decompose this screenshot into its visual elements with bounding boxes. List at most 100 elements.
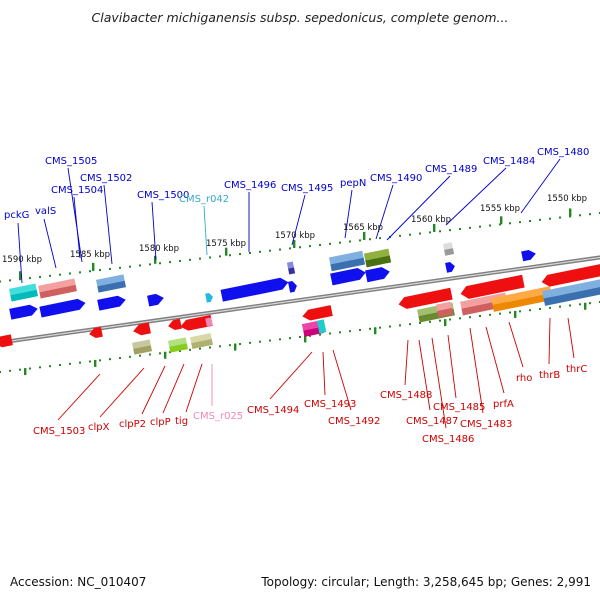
feature-rho-thrb-thrc [541, 263, 600, 287]
major-tick [154, 255, 157, 264]
tick-dot [229, 254, 231, 257]
feature-clpp2-box [131, 339, 153, 355]
feature-clpp [168, 318, 182, 331]
feature-prfa-box [491, 286, 553, 312]
tick-dot [519, 221, 521, 224]
feature-vals-box [38, 278, 77, 299]
feature-vals-box-bottom [39, 284, 77, 299]
feature-cms1484 [445, 262, 455, 273]
tick-dot [249, 251, 251, 254]
tick-dot [319, 243, 321, 246]
tick-dot [299, 246, 301, 249]
feature-cms1488-1485 [398, 287, 453, 309]
tick-dot [49, 365, 51, 368]
tick-dot [109, 267, 111, 270]
tick-dot [469, 316, 471, 319]
tick-dot [329, 242, 331, 245]
feature-tig-box-bottom [191, 338, 213, 349]
tick-dot [9, 369, 11, 372]
gene-label-clpx: clpX [88, 422, 110, 433]
tick-dot [289, 247, 291, 250]
tick-dot [409, 323, 411, 326]
tick-dot [139, 354, 141, 357]
feature-cms1500 [147, 293, 164, 307]
feature-clpp2-box-bottom [133, 345, 153, 355]
feature-clpx [89, 326, 103, 339]
leader-cms-1487 [418, 339, 431, 411]
major-tick [514, 310, 517, 318]
feature-cms1495-box-top [286, 261, 294, 269]
tick-dot [29, 367, 31, 370]
tick-dot [379, 237, 381, 240]
tick-dot [309, 334, 311, 337]
tick-dot [179, 350, 181, 352]
feature-vals-box-top [38, 278, 76, 293]
feature-cms1490-box-top [363, 248, 390, 261]
tick-dot [479, 225, 481, 228]
major-tick [363, 231, 366, 240]
major-tick [92, 262, 95, 271]
gene-label-thrb: thrB [539, 370, 560, 381]
feature-cms1495-box [286, 261, 296, 275]
tick-dot [369, 238, 371, 241]
tick-dot [239, 253, 241, 256]
tick-dot [459, 317, 461, 320]
tick-dot [229, 344, 231, 347]
tick-dot [509, 222, 511, 225]
leader-cms-1484 [445, 167, 507, 226]
tick-dot [319, 333, 321, 336]
leader-tig [185, 363, 203, 413]
tick-dot [129, 265, 131, 268]
tick-dot [549, 306, 551, 309]
feature-cms1493-box [316, 319, 327, 334]
leader-cms-1488 [404, 339, 409, 386]
tick-dot [529, 219, 531, 222]
feature-cms1490-box [363, 248, 392, 268]
tick-dot [259, 340, 261, 343]
feature-cms1494-1493 [302, 305, 333, 321]
major-tick [444, 319, 447, 327]
tick-dot [39, 275, 41, 278]
tick-dot [589, 213, 591, 216]
feature-cms1502-box [95, 274, 127, 293]
tick-dot [369, 327, 371, 330]
major-tick [500, 216, 503, 225]
tick-dot [189, 258, 191, 261]
feature-cms1502 [97, 295, 126, 311]
gene-label-cms-1503: CMS_1503 [33, 426, 85, 437]
leader-cms-1504 [73, 196, 81, 259]
gene-label-cms-1487: CMS_1487 [406, 416, 458, 427]
tick-dot [379, 326, 381, 329]
tick-dot [89, 360, 91, 363]
tick-dot [169, 351, 171, 354]
tick-dot [529, 309, 531, 312]
tick-dot [479, 315, 481, 317]
feature-tig [180, 314, 213, 331]
tick-dot [459, 227, 461, 230]
tick-dot [149, 263, 151, 266]
scale-label: 1565 kbp [343, 223, 383, 233]
leader-cms-1490 [375, 184, 394, 240]
tick-dot [489, 313, 491, 316]
tick-dot [429, 320, 431, 323]
leader-cms-1483 [469, 327, 484, 414]
gene-label-cms-1495: CMS_1495 [281, 183, 333, 194]
tick-dot [79, 361, 81, 364]
tick-dot [269, 339, 271, 342]
feature-pckg [9, 304, 38, 320]
gene-label-cms-1502: CMS_1502 [80, 173, 132, 184]
gene-label-pckg: pckG [4, 210, 29, 221]
tick-dot [69, 362, 71, 365]
feature-cms-r025 [205, 317, 213, 327]
leader-rho [508, 321, 524, 368]
feature-cms1485-box-top [435, 301, 452, 311]
gene-label-cms-1500: CMS_1500 [137, 190, 189, 201]
feature-pckg-box-top [8, 283, 37, 296]
map-title: Clavibacter michiganensis subsp. sepedon… [91, 10, 509, 25]
tick-dot [509, 311, 511, 314]
scale-label: 1590 kbp [2, 255, 42, 265]
gene-label-cms-1492: CMS_1492 [328, 416, 380, 427]
leader-cms-1486 [431, 337, 447, 429]
tick-dot [439, 230, 441, 233]
leader-cms-1503 [57, 373, 101, 421]
